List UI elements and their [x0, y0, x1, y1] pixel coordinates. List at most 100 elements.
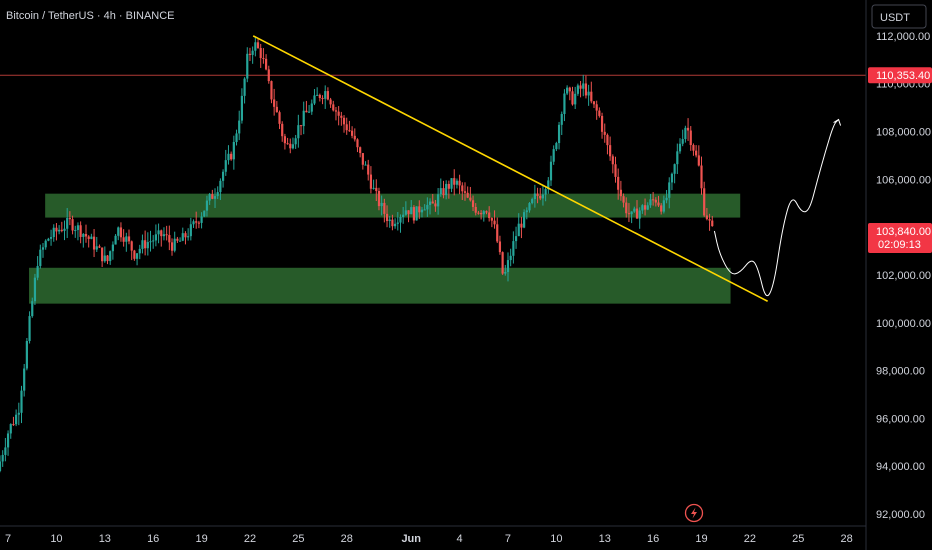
- candle-body: [541, 194, 545, 199]
- candle-body: [342, 117, 346, 125]
- candle-body: [385, 213, 389, 222]
- candle-body: [275, 106, 278, 113]
- symbol-title: Bitcoin / TetherUS · 4h · BINANCE: [6, 10, 175, 22]
- candle-body: [547, 180, 550, 190]
- x-tick-label: 7: [5, 533, 11, 545]
- candle-body: [307, 111, 311, 113]
- candle-body: [219, 180, 222, 193]
- candle-body: [509, 255, 512, 261]
- candle-body: [412, 207, 416, 221]
- candle-body: [63, 228, 66, 231]
- candle-body: [230, 153, 233, 160]
- descending-trendline[interactable]: [252, 35, 768, 302]
- candle-body: [39, 249, 42, 267]
- candle-body: [6, 433, 10, 448]
- candle-body: [582, 83, 585, 89]
- candle-countdown: 02:09:13: [878, 239, 921, 251]
- candle-body: [289, 143, 292, 149]
- support-zone[interactable]: [29, 267, 731, 304]
- y-tick-label: 102,000.00: [876, 270, 931, 282]
- candle-body: [291, 144, 295, 149]
- candle-body: [544, 189, 547, 195]
- candle-body: [135, 253, 139, 259]
- price-axis[interactable]: [866, 0, 932, 526]
- currency-button[interactable]: [871, 4, 927, 29]
- candle-body: [324, 91, 327, 99]
- candle-body: [501, 252, 504, 274]
- candle-body: [286, 143, 289, 145]
- y-tick-label: 106,000.00: [876, 174, 931, 186]
- candle-body: [76, 225, 80, 231]
- x-tick-label: 19: [695, 533, 707, 545]
- candle-body: [316, 94, 319, 96]
- x-tick-label: 10: [550, 533, 562, 545]
- x-tick-label: 16: [147, 533, 159, 545]
- candle-body: [617, 176, 620, 190]
- resistance-price-badge: [868, 67, 932, 84]
- candle-body: [66, 218, 69, 229]
- candle-body: [187, 236, 190, 238]
- candle-body: [111, 244, 114, 252]
- lightning-bolt-circle-icon[interactable]: [684, 503, 704, 523]
- candle-body: [92, 236, 96, 250]
- candle-body: [649, 199, 652, 206]
- candle-body: [170, 242, 174, 251]
- candle-body: [652, 199, 655, 201]
- candle-body: [407, 210, 410, 215]
- candle-body: [211, 194, 214, 199]
- candle-body: [213, 196, 217, 199]
- candle-body: [635, 208, 639, 219]
- candle-body: [689, 130, 692, 146]
- candle-body: [149, 241, 152, 243]
- candle-body: [633, 208, 636, 212]
- support-zone[interactable]: [45, 193, 741, 218]
- candle-body: [369, 174, 373, 189]
- candle-body: [36, 266, 39, 278]
- candle-body: [82, 234, 85, 237]
- candle-body: [28, 316, 31, 342]
- candle-body: [12, 424, 15, 426]
- candle-body: [600, 115, 604, 132]
- candle-body: [176, 238, 179, 241]
- x-tick-label: 28: [341, 533, 353, 545]
- candle-body: [310, 103, 313, 112]
- candle-body: [33, 277, 37, 302]
- candle-body: [391, 219, 394, 227]
- candle-body: [0, 461, 2, 472]
- candle-body: [364, 164, 367, 166]
- candle-body: [141, 240, 144, 249]
- candle-body: [579, 85, 582, 89]
- candle-body: [256, 42, 260, 48]
- candle-body: [117, 227, 120, 236]
- candle-body: [560, 114, 563, 125]
- candle-body: [686, 127, 690, 131]
- candle-body: [262, 58, 265, 60]
- candle-body: [571, 91, 574, 105]
- current-price-label: 103,840.00: [876, 226, 931, 238]
- candle-body: [493, 220, 496, 225]
- candle-body: [278, 112, 281, 124]
- candle-body: [517, 223, 520, 237]
- candle-body: [71, 219, 74, 231]
- projection-arrow-head: [833, 118, 842, 126]
- x-tick-label: 22: [244, 533, 256, 545]
- candle-series: [0, 36, 714, 473]
- candle-body: [122, 237, 125, 242]
- candle-body: [598, 110, 601, 116]
- candle-body: [232, 141, 235, 160]
- projected-price-path[interactable]: [713, 119, 839, 297]
- candle-body: [313, 95, 316, 104]
- candle-body: [676, 151, 679, 165]
- candle-body: [138, 248, 141, 254]
- candle-body: [434, 203, 437, 207]
- candle-body: [98, 246, 101, 248]
- candle-body: [684, 127, 687, 140]
- candle-body: [471, 200, 475, 207]
- candle-body: [523, 212, 526, 228]
- x-tick-label: 4: [457, 533, 463, 545]
- candle-body: [587, 91, 590, 96]
- candle-body: [47, 238, 50, 241]
- candle-body: [703, 188, 706, 216]
- candle-body: [563, 93, 566, 115]
